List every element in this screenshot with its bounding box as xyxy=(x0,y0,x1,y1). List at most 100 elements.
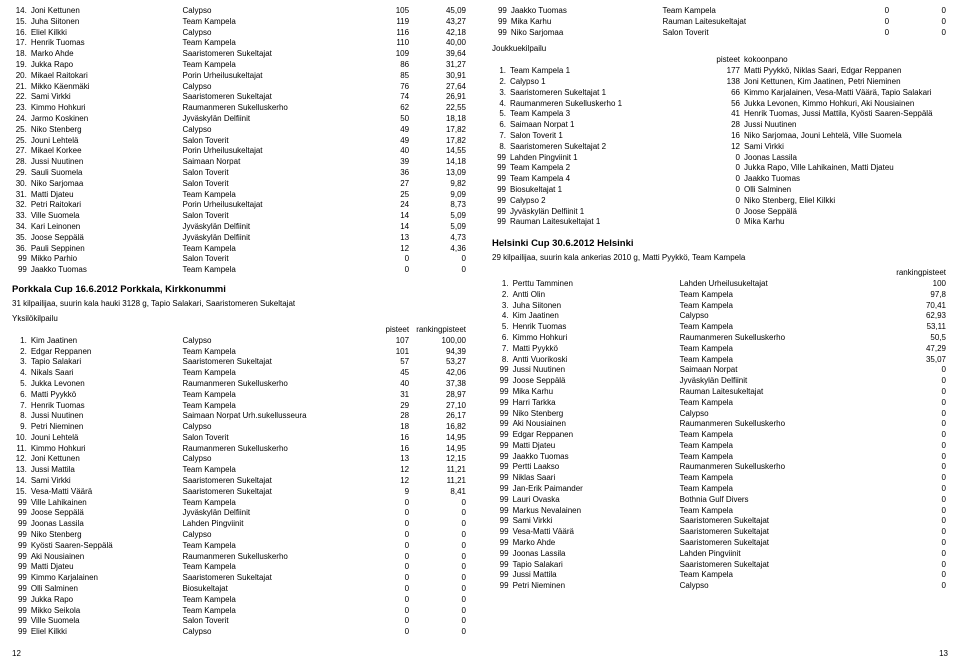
rank-cell: 11. xyxy=(12,444,29,455)
name-cell: Jussi Nuutinen xyxy=(511,365,678,376)
table-row: 99Kyösti Saaren-SeppäläTeam Kampela00 xyxy=(12,541,468,552)
rank-cell: 99 xyxy=(492,17,509,28)
club-cell: Team Kampela xyxy=(180,595,369,606)
rank-cell: 99 xyxy=(492,419,511,430)
table-row: 5.Henrik TuomasTeam Kampela53,11 xyxy=(492,322,948,333)
pts2-cell: 100 xyxy=(885,279,948,290)
rank-cell: 99 xyxy=(12,552,29,563)
name-cell: Joose Seppälä xyxy=(511,376,678,387)
club-cell: Lahden Pingviinit xyxy=(180,519,369,530)
pts-cell: 49 xyxy=(369,125,411,136)
table-row: 15.Vesa-Matti VääräSaaristomeren Sukelta… xyxy=(12,487,468,498)
pts2-cell: 8,73 xyxy=(411,200,468,211)
pts2-cell: 17,82 xyxy=(411,136,468,147)
team-pts-cell: 41 xyxy=(702,109,742,120)
pts2-cell: 0 xyxy=(411,508,468,519)
club-cell: Saaristomeren Sukeltajat xyxy=(678,527,886,538)
pts-cell: 0 xyxy=(369,606,411,617)
rank-cell: 2. xyxy=(492,290,511,301)
club-cell: Team Kampela xyxy=(180,606,369,617)
name-cell: Sami Virkki xyxy=(29,476,181,487)
table-row: 3.Tapio SalakariSaaristomeren Sukeltajat… xyxy=(12,357,468,368)
team-members-cell: Jukka Rapo, Ville Lahikainen, Matti Djat… xyxy=(742,163,948,174)
club-cell: Calypso xyxy=(180,530,369,541)
pts2-cell: 27,10 xyxy=(411,401,468,412)
pts2-cell: 9,09 xyxy=(411,190,468,201)
table-row: 10.Jouni LehteläSalon Toverit1614,95 xyxy=(12,433,468,444)
table-row: 99Joonas LassilaLahden Pingviinit0 xyxy=(492,549,948,560)
right-column: 99Jaakko TuomasTeam Kampela0099Mika Karh… xyxy=(492,6,948,638)
pts2-cell: 70,41 xyxy=(885,301,948,312)
table-row: 99Jyväskylän Delfiinit 10Joose Seppälä xyxy=(492,207,948,218)
rank-cell: 99 xyxy=(12,498,29,509)
table-row: 19.Jukka RapoTeam Kampela8631,27 xyxy=(12,60,468,71)
pts2-cell: 14,55 xyxy=(411,146,468,157)
team-members-cell: Sami Virkki xyxy=(742,142,948,153)
club-cell: Saaristomeren Sukeltajat xyxy=(180,487,369,498)
club-cell: Team Kampela xyxy=(180,390,369,401)
pts2-cell: 50,5 xyxy=(885,333,948,344)
rank-cell: 99 xyxy=(492,581,511,592)
club-cell: Team Kampela xyxy=(678,290,886,301)
pts-cell: 12 xyxy=(369,244,411,255)
table-row: 7.Salon Toverit 116Niko Sarjomaa, Jouni … xyxy=(492,131,948,142)
rank-cell: 5. xyxy=(492,109,508,120)
pts2-cell: 11,21 xyxy=(411,476,468,487)
rank-cell: 99 xyxy=(12,584,29,595)
pts-cell: 0 xyxy=(369,498,411,509)
name-cell: Niko Stenberg xyxy=(29,530,181,541)
table-row: 99Petri NieminenCalypso0 xyxy=(492,581,948,592)
rank-cell: 99 xyxy=(12,616,29,627)
name-cell: Juha Siitonen xyxy=(29,17,181,28)
rank-cell: 99 xyxy=(492,560,511,571)
name-cell: Kari Leinonen xyxy=(29,222,181,233)
club-cell: Porin Urheilusukeltajat xyxy=(180,71,369,82)
team-pts-cell: 16 xyxy=(702,131,742,142)
table-row: 3.Juha SiitonenTeam Kampela70,41 xyxy=(492,301,948,312)
rank-cell: 99 xyxy=(492,462,511,473)
rank-cell: 4. xyxy=(12,368,29,379)
pts2-cell: 0 xyxy=(885,430,948,441)
club-cell: Team Kampela xyxy=(678,570,886,581)
rank-cell: 99 xyxy=(492,6,509,17)
table-row: 8.Jussi NuutinenSaimaan Norpat Urh.sukel… xyxy=(12,411,468,422)
pts-cell: 25 xyxy=(369,190,411,201)
name-cell: Pertti Laakso xyxy=(511,462,678,473)
club-cell: Team Kampela xyxy=(180,60,369,71)
team-name-cell: Calypso 2 xyxy=(508,196,702,207)
rank-cell: 99 xyxy=(492,174,508,185)
team-name-cell: Team Kampela 4 xyxy=(508,174,702,185)
rank-cell: 13. xyxy=(12,465,29,476)
team-pts-cell: 0 xyxy=(702,174,742,185)
pts2-cell: 0 xyxy=(411,573,468,584)
table-row: 99Mikko SeikolaTeam Kampela00 xyxy=(12,606,468,617)
pts-cell: 107 xyxy=(369,336,411,347)
team-pts-cell: 28 xyxy=(702,120,742,131)
rank-cell: 99 xyxy=(492,376,511,387)
table-row: 28.Jussi NuutinenSaimaan Norpat3914,18 xyxy=(12,157,468,168)
rank-cell: 99 xyxy=(492,473,511,484)
team-members-cell: Jussi Nuutinen xyxy=(742,120,948,131)
table-row: 99Marko AhdeSaaristomeren Sukeltajat0 xyxy=(492,538,948,549)
name-cell: Jaakko Tuomas xyxy=(511,452,678,463)
pts2-cell: 0 xyxy=(885,419,948,430)
team-title: Joukkuekilpailu xyxy=(492,44,948,53)
table-row: 35.Joose SeppäläJyväskylän Delfiinit134,… xyxy=(12,233,468,244)
pts2-cell: 0 xyxy=(885,398,948,409)
name-cell: Joonas Lassila xyxy=(29,519,181,530)
club-cell: Jyväskylän Delfiinit xyxy=(180,222,369,233)
club-cell: Salon Toverit xyxy=(180,616,369,627)
name-cell: Jarmo Koskinen xyxy=(29,114,181,125)
club-cell: Calypso xyxy=(180,627,369,638)
pts2-cell: 45,09 xyxy=(411,6,468,17)
team-name-cell: Team Kampela 2 xyxy=(508,163,702,174)
pts2-cell: 0 xyxy=(411,265,468,276)
name-cell: Vesa-Matti Väärä xyxy=(29,487,181,498)
pts-cell: 45 xyxy=(369,368,411,379)
pts2-cell: 40,00 xyxy=(411,38,468,49)
rank-cell: 99 xyxy=(492,495,511,506)
name-cell: Matti Djateu xyxy=(511,441,678,452)
name-cell: Petri Nieminen xyxy=(511,581,678,592)
club-cell: Team Kampela xyxy=(678,398,886,409)
table-row: 99Joose SeppäläJyväskylän Delfiinit0 xyxy=(492,376,948,387)
